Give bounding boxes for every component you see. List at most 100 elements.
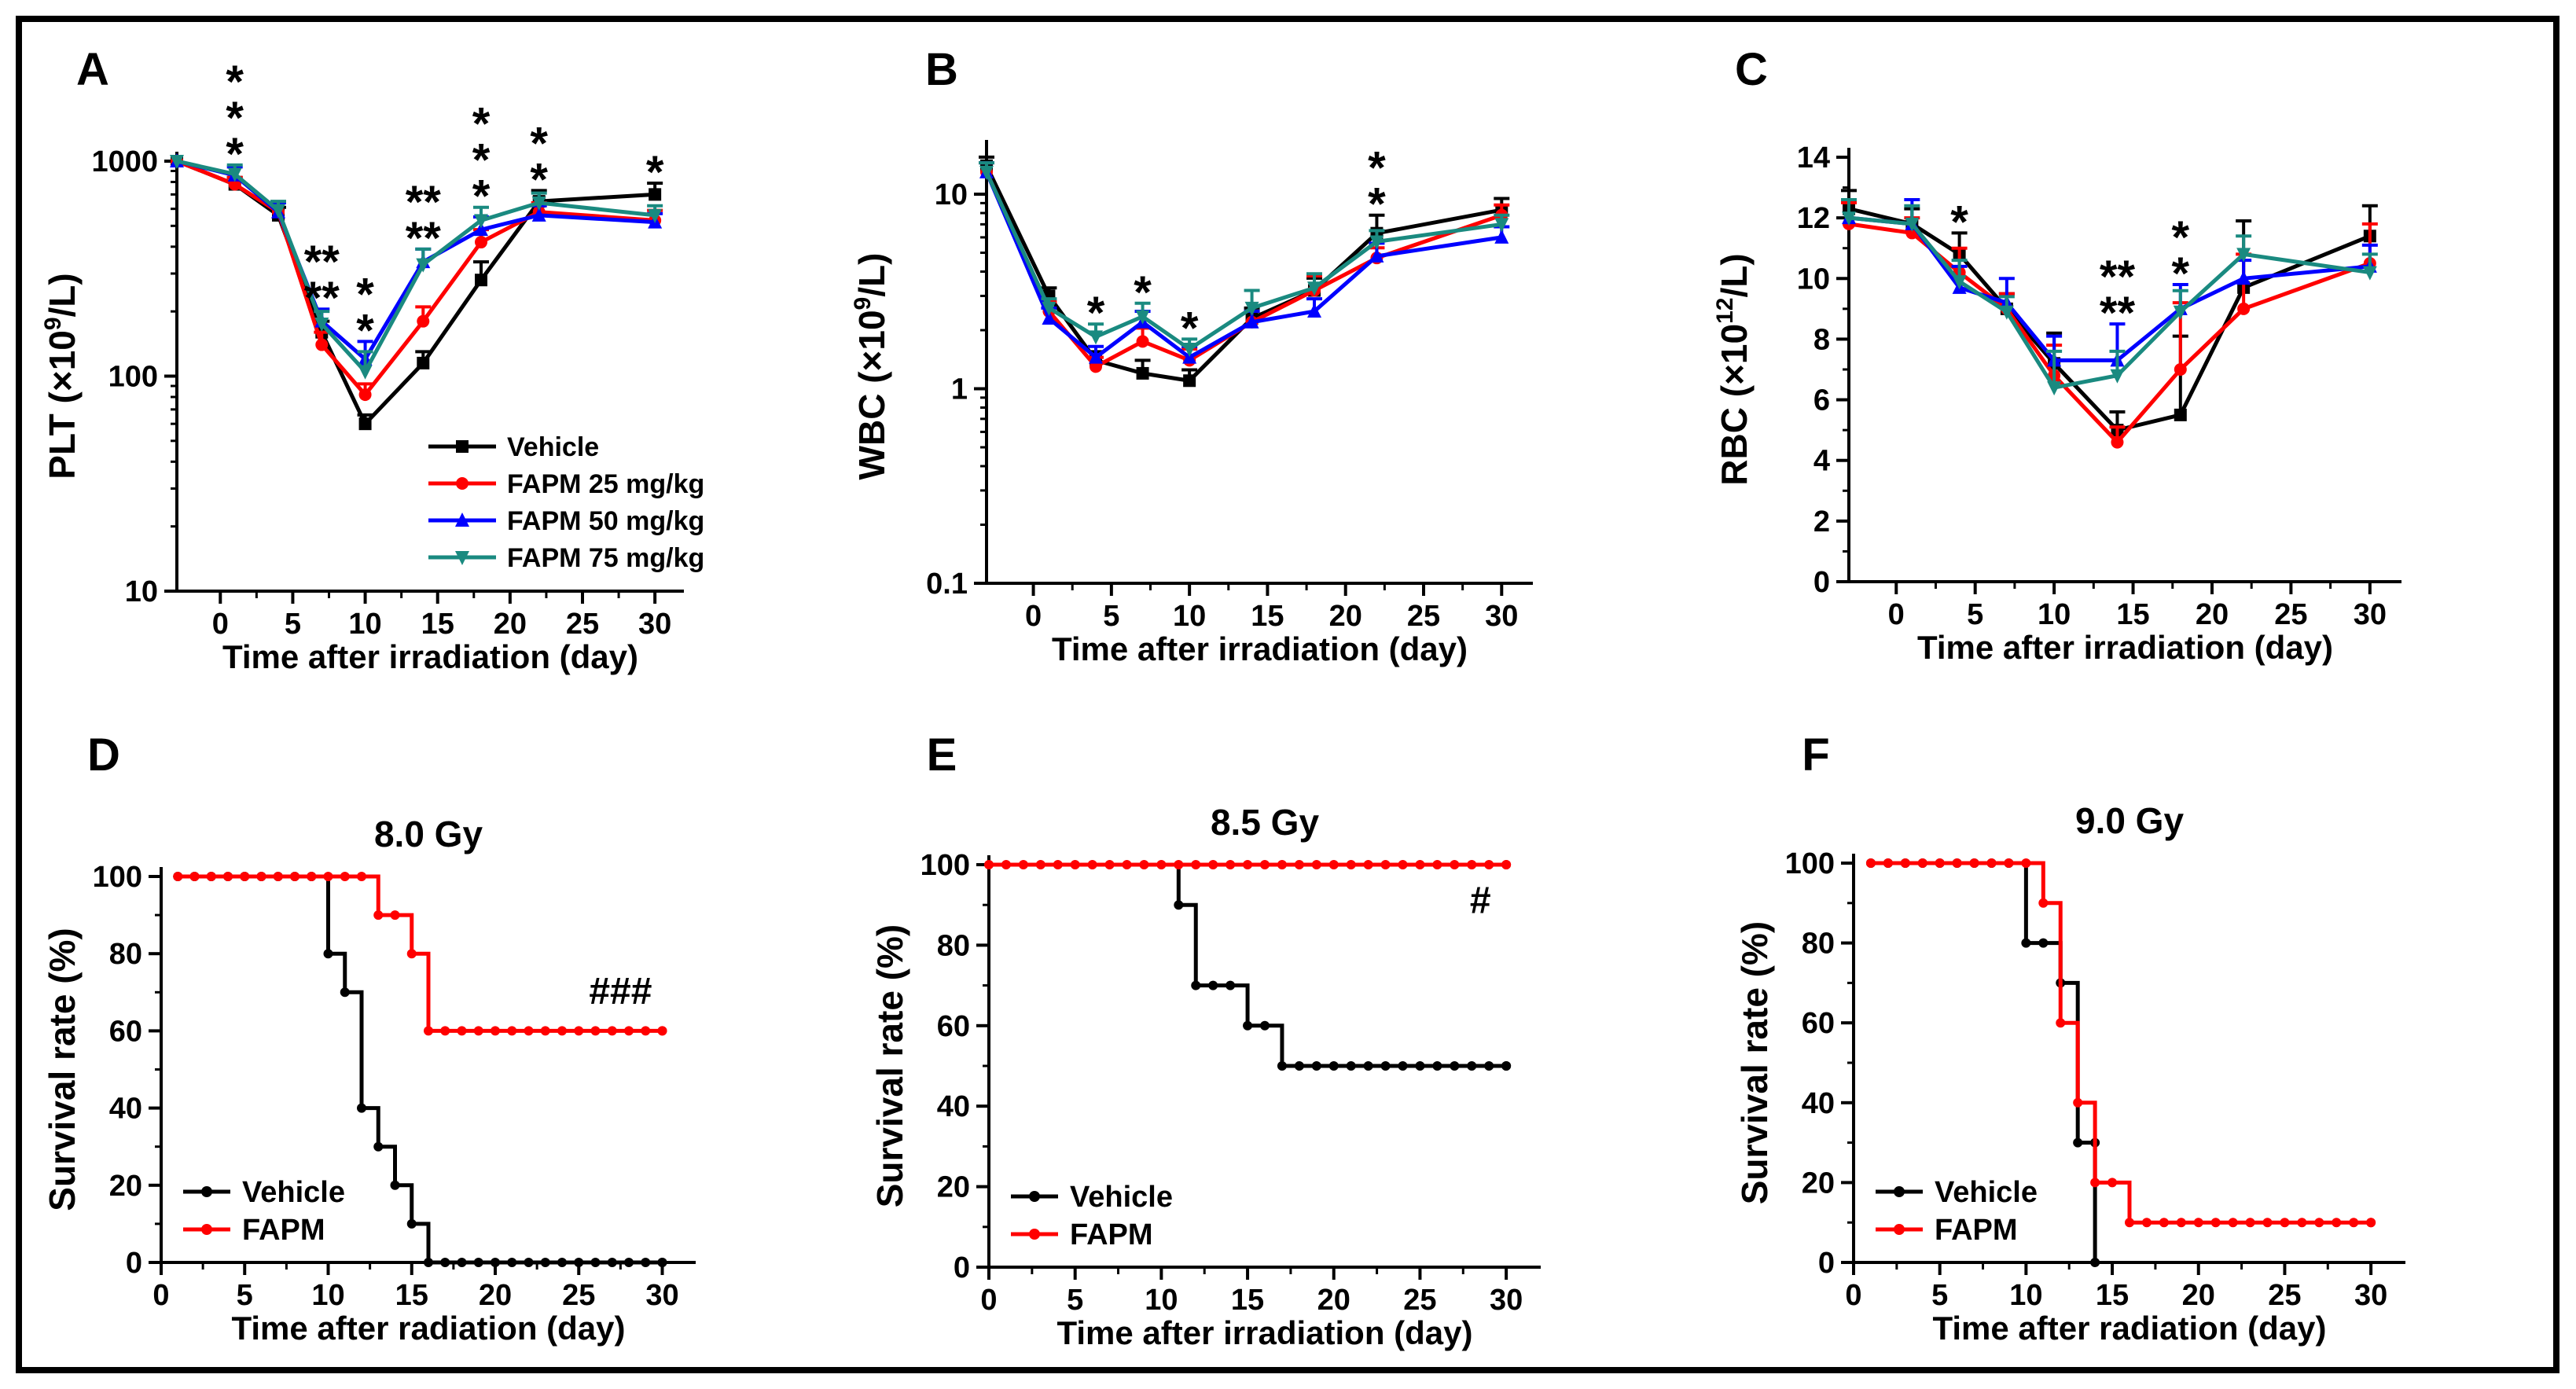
series-fapm: [1865, 858, 2376, 1228]
y-tick-label: 10: [935, 178, 968, 211]
x-axis-label: Time after irradiation (day): [1917, 629, 2333, 666]
y-tick-label: 1000: [91, 145, 158, 178]
survival-point: [507, 1258, 517, 1267]
x-tick-label: 0: [980, 1284, 997, 1317]
survival-point: [557, 1258, 567, 1267]
y-tick-label: 20: [937, 1171, 970, 1204]
series-fapm-75-mg-kg: [170, 155, 663, 380]
survival-point: [1104, 860, 1115, 869]
survival-point: [1346, 860, 1356, 869]
survival-point: [491, 1026, 500, 1036]
survival-point: [2228, 1218, 2238, 1228]
survival-point: [1398, 1061, 1408, 1071]
data-point: [531, 197, 546, 211]
survival-point: [2056, 1018, 2066, 1028]
survival-point: [1450, 860, 1460, 869]
significance-mark: *: [356, 305, 374, 356]
series-fapm-25-mg-kg: [979, 161, 1510, 373]
x-axis-label: Time after irradiation (day): [222, 638, 638, 675]
survival-point: [540, 1258, 550, 1267]
survival-point: [590, 1258, 601, 1267]
y-axis-label: RBC (×1012/L): [1712, 253, 1755, 485]
panel-e: E 8.5 Gy 0 5 10 15 20 25 30 0 20 40 60 80 100 Time afte…: [869, 729, 1541, 1351]
data-point: [1307, 303, 1321, 318]
data-point: [648, 208, 663, 223]
series-line: [984, 171, 1503, 369]
y-tick-label: 80: [109, 938, 142, 971]
survival-point: [1053, 860, 1063, 869]
survival-point: [507, 1026, 517, 1036]
data-point: [1136, 366, 1149, 380]
data-point: [474, 222, 488, 237]
survival-point: [1208, 980, 1218, 990]
survival-point: [440, 1026, 450, 1036]
data-point: [2236, 270, 2251, 285]
survival-point: [1986, 858, 1997, 868]
chart-title: 9.0 Gy: [2075, 800, 2185, 841]
x-tick-label: 5: [1967, 598, 1983, 631]
series-fapm-75-mg-kg: [1841, 198, 2378, 396]
data-point: [358, 388, 372, 402]
survival-point: [1208, 860, 1218, 869]
survival-point: [2141, 1218, 2152, 1228]
x-tick-label: 25: [1407, 600, 1440, 633]
survival-point: [323, 949, 333, 959]
legend-label: FAPM: [242, 1214, 325, 1247]
survival-step-line: [1176, 865, 1507, 1068]
data-point: [417, 356, 430, 369]
significance-mark: *: [472, 99, 491, 150]
x-tick-label: 10: [1173, 600, 1206, 633]
survival-point: [1501, 1061, 1512, 1071]
survival-point: [424, 1258, 433, 1267]
survival-point: [1277, 860, 1287, 869]
data-point: [1182, 342, 1197, 357]
legend-label: FAPM 75 mg/kg: [507, 543, 704, 573]
survival-point: [1035, 860, 1045, 869]
legend-label: Vehicle: [1070, 1181, 1173, 1214]
survival-point: [1415, 860, 1425, 869]
x-tick-label: 10: [348, 608, 381, 641]
survival-point: [223, 872, 233, 881]
series-line: [984, 171, 1502, 360]
survival-point: [1467, 1061, 1477, 1071]
survival-point: [206, 872, 216, 881]
x-axis-label: Time after radiation (day): [231, 1310, 625, 1347]
x-tick-label: 15: [2116, 598, 2149, 631]
survival-point: [2332, 1218, 2342, 1228]
y-label-unit: /L): [851, 253, 892, 297]
survival-point: [1328, 860, 1339, 869]
survival-point: [2107, 1178, 2118, 1188]
survival-point: [2038, 938, 2049, 948]
y-tick-label: 4: [1813, 445, 1830, 478]
y-tick-label: 40: [109, 1093, 142, 1126]
survival-point: [2262, 1218, 2273, 1228]
significance-mark: *: [1134, 267, 1152, 318]
survival-step-line: [178, 874, 663, 1033]
panel-c: C 0 5 10 15 20 25 30 0 2 4 6 8 10 12 14 Time after irrad…: [1712, 44, 2401, 666]
data-point: [1842, 211, 1856, 226]
legend-label: FAPM: [1935, 1214, 2018, 1247]
survival-point: [1467, 860, 1477, 869]
legend-marker: [201, 1224, 212, 1235]
series-vehicle: [1174, 865, 1512, 1071]
survival-point: [1260, 1020, 1270, 1031]
data-point: [1042, 310, 1056, 325]
significance-mark: **: [406, 177, 442, 228]
survival-point: [424, 1026, 433, 1036]
y-tick-label: 10: [1797, 263, 1830, 296]
survival-point: [1501, 860, 1512, 869]
y-tick-label: 0.1: [926, 568, 968, 601]
y-tick-label: 8: [1813, 323, 1830, 356]
data-point: [358, 417, 372, 431]
y-tick-label: 2: [1813, 505, 1830, 538]
y-label-unit: /L): [42, 273, 83, 317]
survival-point: [1380, 1061, 1391, 1071]
y-tick-label: 80: [937, 929, 970, 962]
data-point: [1244, 314, 1259, 329]
panel-letter: B: [925, 44, 958, 95]
survival-point: [2176, 1218, 2186, 1228]
x-tick-label: 25: [2268, 1279, 2301, 1312]
survival-point: [357, 1103, 366, 1113]
data-point: [170, 155, 184, 169]
y-tick-label: 60: [109, 1015, 142, 1048]
